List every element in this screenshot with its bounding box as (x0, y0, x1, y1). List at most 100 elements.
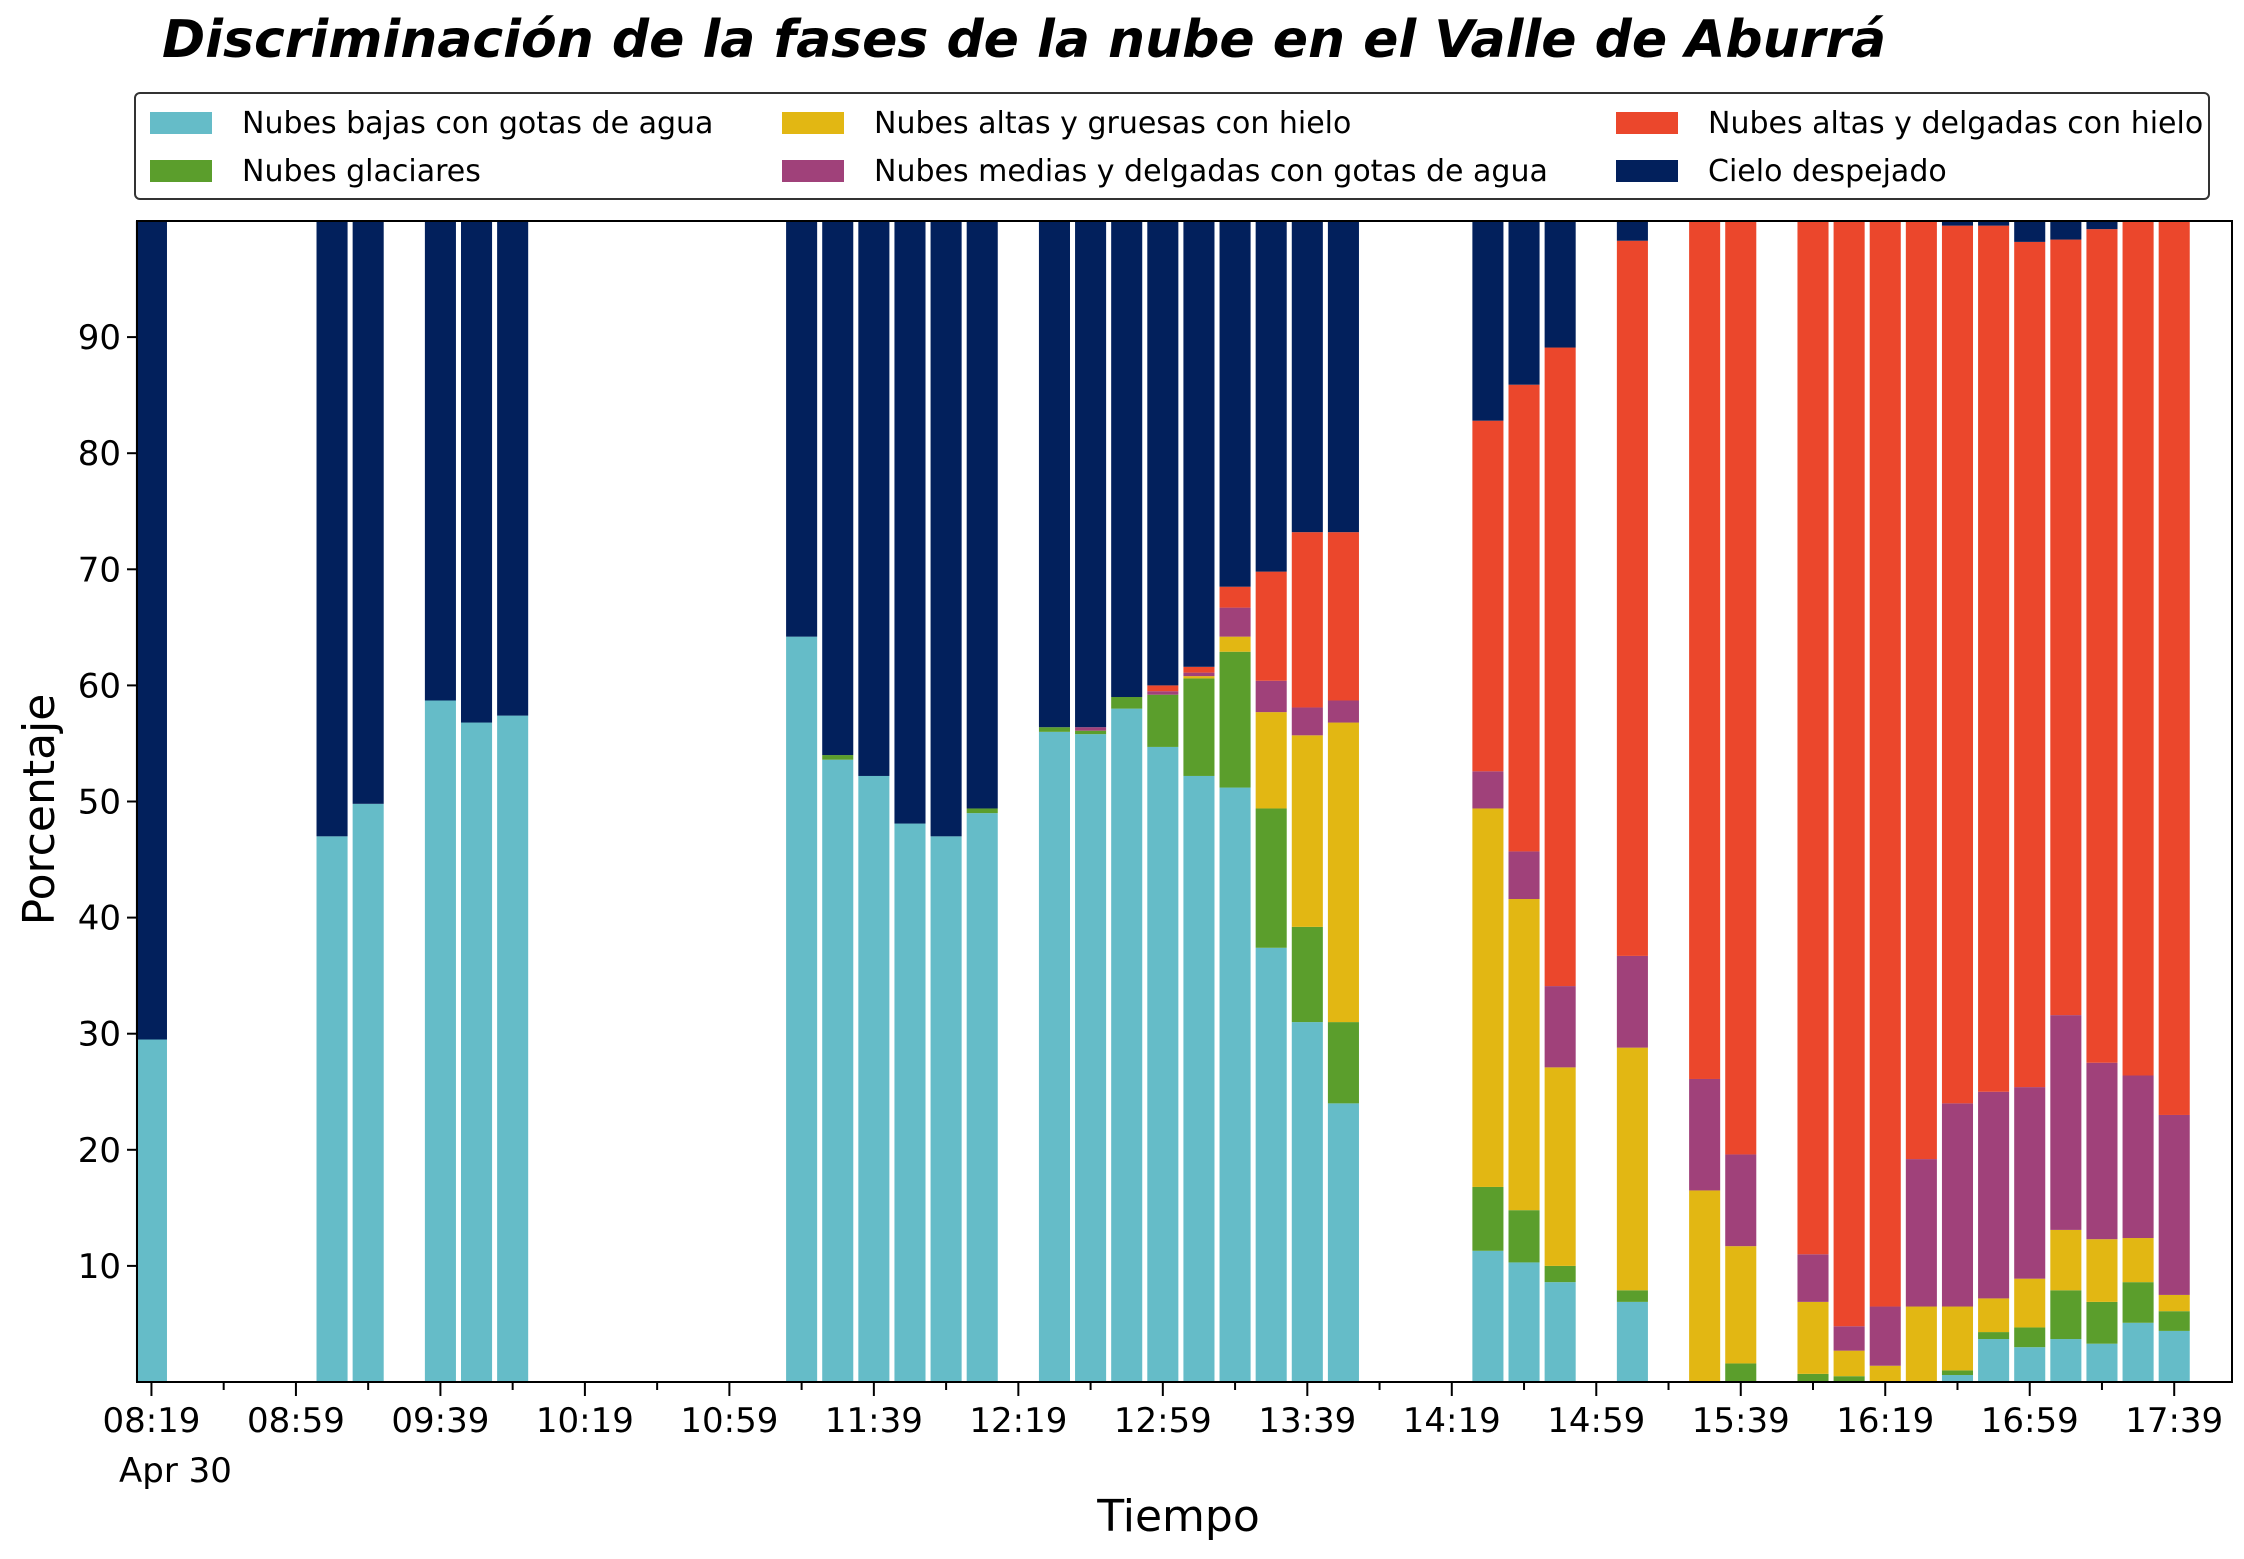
bar-stack-1559 (1797, 221, 1829, 1382)
bar-stack-0919 (352, 221, 384, 1382)
x-tick-label: 17:39 (2125, 1401, 2223, 1441)
bar-stack-1319 (1219, 221, 1251, 1382)
bar-segment-gruesas-hielo (1183, 676, 1215, 679)
bar-segment-gruesas-hielo (2158, 1294, 2190, 1312)
legend-label-medias-agua: Nubes medias y delgadas con gotas de agu… (874, 153, 1548, 189)
bar-segment-bajas (1183, 775, 1215, 1382)
bar-segment-glaciares (2050, 1290, 2082, 1340)
bar-segment-delgadas-hielo (1291, 532, 1323, 708)
bar-segment-bajas (135, 1039, 167, 1382)
bar-segment-despejado (1327, 221, 1359, 533)
bar-stack-1639 (1941, 221, 1974, 1382)
bar-segment-glaciares (1038, 727, 1070, 732)
y-tick-label: 90 (78, 318, 121, 358)
bar-segment-despejado (352, 221, 384, 804)
bar-segment-bajas (894, 823, 926, 1382)
bar-segment-gruesas-hielo (1291, 735, 1323, 927)
bar-segment-bajas (1147, 746, 1179, 1382)
bar-segment-despejado (1941, 221, 1974, 226)
bar-segment-despejado (316, 221, 348, 837)
bar-segment-glaciares (1725, 1363, 1757, 1382)
bar-stack-1729 (2122, 221, 2154, 1382)
bar-segment-bajas (1941, 1375, 1974, 1382)
bar-segment-despejado (1183, 221, 1215, 667)
bar-segment-bajas (786, 636, 818, 1382)
bar-segment-medias-agua (1327, 700, 1359, 723)
bar-segment-gruesas-hielo (1472, 808, 1504, 1187)
y-tick-label: 60 (78, 666, 121, 706)
bar-segment-medias-agua (2158, 1114, 2190, 1295)
bar-segment-medias-agua (1833, 1326, 1865, 1351)
bar-segment-despejado (497, 221, 529, 716)
bar-stack-1209 (966, 221, 998, 1382)
bar-stack-1309 (1183, 221, 1215, 1382)
bar-stack-1149 (894, 221, 926, 1382)
bar-segment-despejado (1147, 221, 1179, 686)
legend-item-medias-agua: Nubes medias y delgadas con gotas de agu… (782, 148, 1548, 194)
bar-segment-medias-agua (1219, 607, 1251, 637)
bar-segment-despejado (1038, 221, 1070, 728)
bar-segment-glaciares (1111, 697, 1143, 709)
bar-stack-0959 (497, 221, 529, 1382)
bar-segment-bajas (1111, 708, 1143, 1382)
bar-segment-medias-agua (1255, 680, 1287, 713)
bar-segment-gruesas-hielo (1905, 1306, 1937, 1382)
bar-segment-delgadas-hielo (1219, 586, 1251, 608)
bar-segment-medias-agua (1508, 851, 1540, 900)
bar-segment-medias-agua (1978, 1091, 2010, 1299)
x-tick-label: 13:39 (1258, 1401, 1356, 1441)
bar-segment-glaciares (1508, 1210, 1540, 1263)
bar-segment-delgadas-hielo (2122, 221, 2154, 1076)
bar-segment-gruesas-hielo (1869, 1365, 1901, 1382)
bar-segment-medias-agua (1797, 1254, 1829, 1302)
bar-segment-despejado (1255, 221, 1287, 572)
bar-segment-glaciares (1544, 1265, 1576, 1283)
bar-segment-bajas (497, 715, 529, 1382)
bar-segment-bajas (352, 803, 384, 1382)
bar-segment-gruesas-hielo (2086, 1239, 2118, 1302)
bar-segment-medias-agua (1472, 771, 1504, 809)
bar-segment-bajas (930, 836, 962, 1382)
bar-segment-medias-agua (1147, 691, 1179, 695)
bar-segment-gruesas-hielo (1544, 1067, 1576, 1266)
bar-segment-gruesas-hielo (2050, 1229, 2082, 1291)
bar-segment-medias-agua (1869, 1306, 1901, 1366)
x-tick-label: 16:19 (1836, 1401, 1934, 1441)
y-tick-label: 70 (78, 550, 121, 590)
bar-segment-glaciares (1255, 808, 1287, 948)
bar-stack-0909 (316, 221, 348, 1382)
bar-segment-bajas (1616, 1301, 1648, 1382)
bar-stack-1339 (1291, 221, 1323, 1382)
bar-segment-bajas (1544, 1282, 1576, 1382)
bar-segment-glaciares (2122, 1282, 2154, 1323)
bar-stack-1719 (2086, 221, 2118, 1382)
legend-label-gruesas-hielo: Nubes altas y gruesas con hielo (874, 105, 1352, 141)
bar-segment-delgadas-hielo (1978, 225, 2010, 1092)
bar-segment-bajas (461, 722, 493, 1382)
legend-label-delgadas-hielo: Nubes altas y delgadas con hielo (1708, 105, 2204, 141)
legend-item-gruesas-hielo: Nubes altas y gruesas con hielo (782, 100, 1351, 146)
bar-segment-delgadas-hielo (1183, 666, 1215, 673)
legend-swatch-medias-agua (782, 160, 844, 182)
bar-segment-delgadas-hielo (1327, 532, 1359, 701)
bar-segment-glaciares (1978, 1332, 2010, 1340)
bar-segment-medias-agua (2014, 1087, 2046, 1279)
bar-segment-delgadas-hielo (1255, 571, 1287, 681)
bar-segment-delgadas-hielo (2086, 229, 2118, 1063)
bar-segment-medias-agua (1905, 1159, 1937, 1307)
bar-segment-despejado (966, 221, 998, 809)
bar-stack-1129 (822, 221, 854, 1382)
bar-segment-gruesas-hielo (1689, 1190, 1721, 1382)
bar-segment-despejado (1219, 221, 1251, 587)
legend-label-glaciares: Nubes glaciares (242, 153, 481, 189)
bar-segment-delgadas-hielo (1147, 685, 1179, 692)
y-tick-label: 30 (78, 1015, 121, 1055)
bar-segment-despejado (2050, 221, 2082, 240)
bar-segment-despejado (930, 221, 962, 837)
bar-segment-gruesas-hielo (1508, 899, 1540, 1211)
bar-segment-medias-agua (1075, 727, 1107, 731)
legend: Nubes bajas con gotas de agua Nubes glac… (134, 92, 2210, 200)
bar-segment-medias-agua (1291, 707, 1323, 736)
bar-segment-despejado (1111, 221, 1143, 698)
bar-segment-delgadas-hielo (1725, 221, 1757, 1155)
